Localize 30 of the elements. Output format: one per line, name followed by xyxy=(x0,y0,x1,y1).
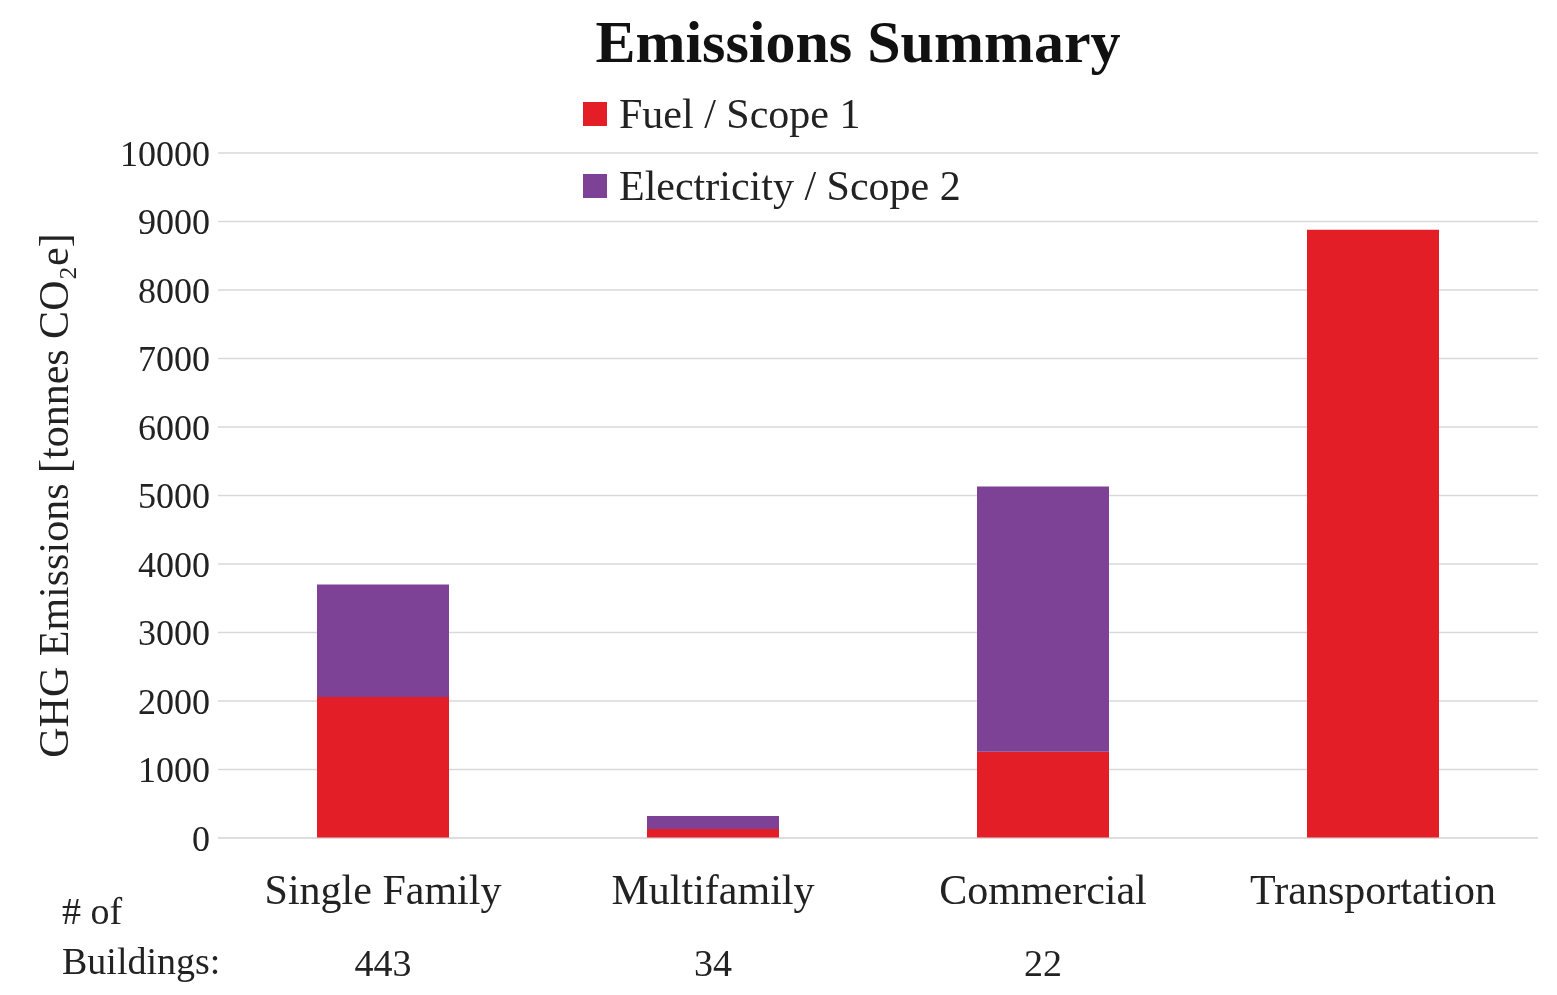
text: # of Buildings: xyxy=(62,889,222,984)
y-tick-label: 6000 xyxy=(138,407,210,448)
x-tick-label: Commercial xyxy=(939,867,1147,913)
y-tick-label: 8000 xyxy=(138,270,210,311)
x-tick-label: Multifamily xyxy=(611,867,815,913)
y-tick-label: 5000 xyxy=(138,476,210,517)
text: 443 xyxy=(354,942,412,984)
text: 34 xyxy=(694,942,732,984)
bar xyxy=(977,486,1109,752)
y-tick-label: 7000 xyxy=(138,339,210,380)
legend-label: Fuel / Scope 1 xyxy=(619,90,861,138)
text: 22 xyxy=(1024,942,1062,984)
bar xyxy=(317,584,449,697)
y-axis-title: GHG Emissions [tonnes CO₂e] xyxy=(30,233,77,758)
x-tick-label: Single Family xyxy=(264,867,502,913)
y-tick-label: 4000 xyxy=(138,544,210,585)
bar xyxy=(647,829,779,838)
legend-label: Electricity / Scope 2 xyxy=(619,162,961,210)
y-tick-label: 2000 xyxy=(138,681,210,722)
bar xyxy=(1307,229,1439,838)
y-tick-label: 1000 xyxy=(138,750,210,791)
bar xyxy=(317,696,449,838)
bar xyxy=(647,816,779,830)
y-tick-label: 3000 xyxy=(138,613,210,654)
y-tick-label: 9000 xyxy=(138,202,210,243)
y-tick-label: 10000 xyxy=(120,133,210,174)
bar xyxy=(977,751,1109,838)
chart-title: Emissions Summary xyxy=(594,8,1122,77)
x-tick-label: Transportation xyxy=(1250,867,1496,913)
y-tick-label: 0 xyxy=(192,818,210,859)
